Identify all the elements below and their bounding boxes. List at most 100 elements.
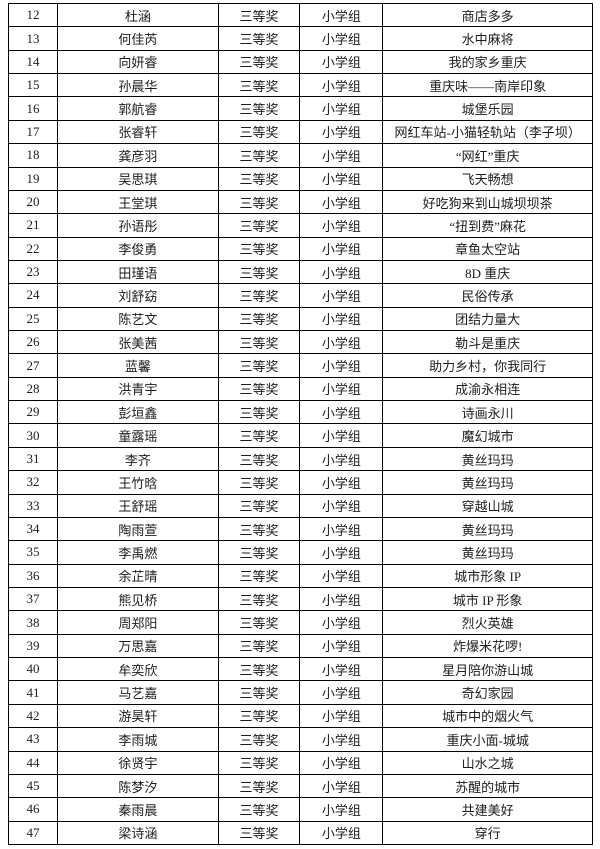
- award-cell: 三等奖: [217, 727, 301, 752]
- work-title-cell: 魔幻城市: [382, 423, 593, 448]
- name-cell: 孙语彤: [57, 213, 219, 238]
- row-number-cell: 24: [7, 283, 59, 308]
- award-cell: 三等奖: [217, 680, 301, 705]
- group-cell: 小学组: [299, 353, 384, 378]
- row-number-cell: 27: [7, 353, 59, 378]
- work-title-cell: 网红车站-小猫轻轨站（李子坝）: [382, 119, 593, 145]
- table-row: 17 张睿轩 三等奖 小学组 网红车站-小猫轻轨站（李子坝）: [7, 119, 593, 145]
- name-cell: 陈梦汐: [57, 773, 219, 799]
- name-cell: 熊见桥: [57, 586, 219, 612]
- name-cell: 周郑阳: [57, 610, 219, 635]
- work-title-cell: 团结力量大: [382, 306, 593, 332]
- name-cell: 陶雨萱: [57, 516, 219, 542]
- table-row: 33 王舒瑶 三等奖 小学组 穿越山城: [7, 493, 593, 518]
- name-cell: 蓝馨: [57, 353, 219, 378]
- work-title-cell: 城市 IP 形象: [382, 586, 593, 612]
- award-cell: 三等奖: [217, 73, 301, 98]
- row-number-cell: 34: [7, 516, 59, 542]
- name-cell: 何佳芮: [57, 26, 219, 51]
- row-number-cell: 12: [7, 2, 59, 28]
- award-cell: 三等奖: [217, 493, 301, 518]
- award-cell: 三等奖: [217, 213, 301, 238]
- row-number-cell: 37: [7, 586, 59, 612]
- table-row: 20 王堂琪 三等奖 小学组 好吃狗来到山城坝坝茶: [7, 189, 593, 215]
- award-cell: 三等奖: [217, 353, 301, 378]
- table-row: 22 李俊勇 三等奖 小学组 章鱼太空站: [7, 236, 593, 261]
- awards-table: 12 杜涵 三等奖 小学组 商店多多 13 何佳芮 三等奖 小学组 水中麻将 14 向妍睿 三等奖 小学组…: [7, 2, 593, 846]
- work-title-cell: 炸爆米花啰!: [382, 633, 593, 659]
- work-title-cell: 我的家乡重庆: [382, 49, 593, 75]
- name-cell: 田瑾语: [57, 259, 219, 285]
- group-cell: 小学组: [299, 423, 384, 448]
- row-number-cell: 41: [7, 680, 59, 705]
- table-row: 25 陈艺文 三等奖 小学组 团结力量大: [7, 306, 593, 332]
- table-row: 39 万思嘉 三等奖 小学组 炸爆米花啰!: [7, 633, 593, 659]
- work-title-cell: 穿越山城: [382, 493, 593, 518]
- name-cell: 牟奕欣: [57, 657, 219, 682]
- group-cell: 小学组: [299, 283, 384, 308]
- row-number-cell: 32: [7, 470, 59, 495]
- work-title-cell: 诗画永川: [382, 400, 593, 425]
- work-title-cell: 成渝永相连: [382, 376, 593, 402]
- table-row: 41 马艺嘉 三等奖 小学组 奇幻家园: [7, 680, 593, 705]
- row-number-cell: 23: [7, 259, 59, 285]
- award-cell: 三等奖: [217, 49, 301, 75]
- work-title-cell: “网红”重庆: [382, 143, 593, 168]
- row-number-cell: 42: [7, 703, 59, 729]
- group-cell: 小学组: [299, 49, 384, 75]
- group-cell: 小学组: [299, 330, 384, 355]
- award-cell: 三等奖: [217, 703, 301, 729]
- name-cell: 王竹晗: [57, 470, 219, 495]
- award-cell: 三等奖: [217, 236, 301, 261]
- table-row: 40 牟奕欣 三等奖 小学组 星月陪你游山城: [7, 657, 593, 682]
- work-title-cell: 城市中的烟火气: [382, 703, 593, 729]
- table-row: 26 张美茜 三等奖 小学组 勒斗是重庆: [7, 330, 593, 355]
- table-row: 31 李齐 三等奖 小学组 黄丝玛玛: [7, 446, 593, 472]
- award-cell: 三等奖: [217, 283, 301, 308]
- row-number-cell: 16: [7, 96, 59, 121]
- name-cell: 余芷晴: [57, 563, 219, 588]
- award-cell: 三等奖: [217, 516, 301, 542]
- award-cell: 三等奖: [217, 259, 301, 285]
- name-cell: 梁诗涵: [57, 820, 219, 846]
- name-cell: 徐贤宇: [57, 750, 219, 775]
- row-number-cell: 15: [7, 73, 59, 98]
- work-title-cell: 城市形象 IP: [382, 563, 593, 588]
- work-title-cell: 民俗传承: [382, 283, 593, 308]
- award-cell: 三等奖: [217, 446, 301, 472]
- work-title-cell: 8D 重庆: [382, 259, 593, 285]
- award-cell: 三等奖: [217, 330, 301, 355]
- award-cell: 三等奖: [217, 586, 301, 612]
- award-cell: 三等奖: [217, 657, 301, 682]
- group-cell: 小学组: [299, 446, 384, 472]
- row-number-cell: 35: [7, 540, 59, 565]
- work-title-cell: 共建美好: [382, 797, 593, 822]
- group-cell: 小学组: [299, 516, 384, 542]
- group-cell: 小学组: [299, 563, 384, 588]
- work-title-cell: 黄丝玛玛: [382, 446, 593, 472]
- row-number-cell: 38: [7, 610, 59, 635]
- work-title-cell: 山水之城: [382, 750, 593, 775]
- award-cell: 三等奖: [217, 563, 301, 588]
- table-row: 44 徐贤宇 三等奖 小学组 山水之城: [7, 750, 593, 775]
- group-cell: 小学组: [299, 2, 384, 28]
- row-number-cell: 30: [7, 423, 59, 448]
- group-cell: 小学组: [299, 73, 384, 98]
- name-cell: 张睿轩: [57, 119, 219, 145]
- work-title-cell: 水中麻将: [382, 26, 593, 51]
- name-cell: 秦雨晨: [57, 797, 219, 822]
- row-number-cell: 29: [7, 400, 59, 425]
- name-cell: 童露瑶: [57, 423, 219, 448]
- table-row: 37 熊见桥 三等奖 小学组 城市 IP 形象: [7, 586, 593, 612]
- award-cell: 三等奖: [217, 633, 301, 659]
- work-title-cell: “扭到费”麻花: [382, 213, 593, 238]
- table-row: 42 游昊轩 三等奖 小学组 城市中的烟火气: [7, 703, 593, 729]
- group-cell: 小学组: [299, 166, 384, 191]
- table-row: 24 刘舒窈 三等奖 小学组 民俗传承: [7, 283, 593, 308]
- table-row: 45 陈梦汐 三等奖 小学组 苏醒的城市: [7, 773, 593, 799]
- group-cell: 小学组: [299, 586, 384, 612]
- award-cell: 三等奖: [217, 773, 301, 799]
- work-title-cell: 好吃狗来到山城坝坝茶: [382, 189, 593, 215]
- row-number-cell: 47: [7, 820, 59, 846]
